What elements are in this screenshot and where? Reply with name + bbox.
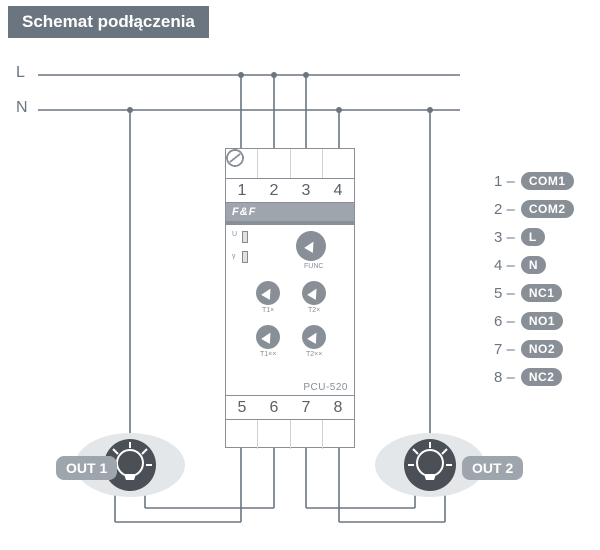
legend-badge: N <box>521 256 546 274</box>
legend-row-5: 5 – NC1 <box>494 284 562 302</box>
legend-row-3: 3 – L <box>494 228 545 246</box>
legend-num: 3 – <box>494 229 515 246</box>
terminal-8-screw <box>323 420 354 449</box>
led-u <box>242 231 248 243</box>
terminal-num-6: 6 <box>258 396 290 419</box>
legend-num: 1 – <box>494 173 515 190</box>
legend-badge: NC2 <box>521 368 563 386</box>
legend-num: 8 – <box>494 369 515 386</box>
out1-badge: OUT 1 <box>56 456 117 480</box>
legend-badge: COM2 <box>521 200 574 218</box>
terminal-4-screw <box>323 149 354 178</box>
bottom-terminal-row <box>226 419 354 449</box>
knob-t2x-label: T2× <box>308 307 320 314</box>
knob-t2xx-label: T2×× <box>306 351 322 358</box>
knob-t2xx <box>302 325 326 349</box>
legend-row-8: 8 – NC2 <box>494 368 562 386</box>
led-y <box>242 251 248 263</box>
terminal-num-1: 1 <box>226 179 258 202</box>
knob-t1xx-label: T1×× <box>260 351 276 358</box>
terminal-num-8: 8 <box>322 396 354 419</box>
terminal-7-screw <box>291 420 323 449</box>
bottom-number-row: 5 6 7 8 <box>226 395 354 419</box>
legend-badge: NO2 <box>521 340 563 358</box>
model-label: PCU-520 <box>303 382 348 393</box>
legend-num: 2 – <box>494 201 515 218</box>
terminal-2-screw <box>258 149 290 178</box>
logo-band: F&F <box>226 203 354 221</box>
legend-num: 7 – <box>494 341 515 358</box>
out2-badge: OUT 2 <box>462 456 523 480</box>
legend-num: 5 – <box>494 285 515 302</box>
knob-t1x-label: T1× <box>262 307 274 314</box>
legend-badge: NC1 <box>521 284 563 302</box>
legend-num: 4 – <box>494 257 515 274</box>
led-u-label: U <box>232 231 237 238</box>
legend-row-6: 6 – NO1 <box>494 312 563 330</box>
legend-row-4: 4 – N <box>494 256 546 274</box>
device-body: 1 2 3 4 F&F U γ FUNC T1× T2× T1×× T2×× P… <box>225 148 355 448</box>
knob-t2x <box>302 281 326 305</box>
top-terminal-row <box>226 149 354 179</box>
knob-t1x <box>256 281 280 305</box>
terminal-3-screw <box>291 149 323 178</box>
legend-row-7: 7 – NO2 <box>494 340 563 358</box>
knob-func <box>296 231 326 261</box>
terminal-5-screw <box>226 420 258 449</box>
legend-badge: COM1 <box>521 172 574 190</box>
terminal-6-screw <box>258 420 290 449</box>
device-face: U γ FUNC T1× T2× T1×× T2×× PCU-520 <box>226 225 354 395</box>
legend-num: 6 – <box>494 313 515 330</box>
knob-t1xx <box>256 325 280 349</box>
top-number-row: 1 2 3 4 <box>226 179 354 203</box>
legend-badge: NO1 <box>521 312 563 330</box>
legend-row-2: 2 – COM2 <box>494 200 574 218</box>
knob-func-label: FUNC <box>304 263 323 270</box>
led-y-label: γ <box>232 253 236 260</box>
legend-row-1: 1 – COM1 <box>494 172 574 190</box>
terminal-num-2: 2 <box>258 179 290 202</box>
terminal-num-5: 5 <box>226 396 258 419</box>
legend-badge: L <box>521 228 545 246</box>
terminal-num-7: 7 <box>290 396 322 419</box>
terminal-num-3: 3 <box>290 179 322 202</box>
bulb-out2 <box>404 439 456 491</box>
terminal-num-4: 4 <box>322 179 354 202</box>
